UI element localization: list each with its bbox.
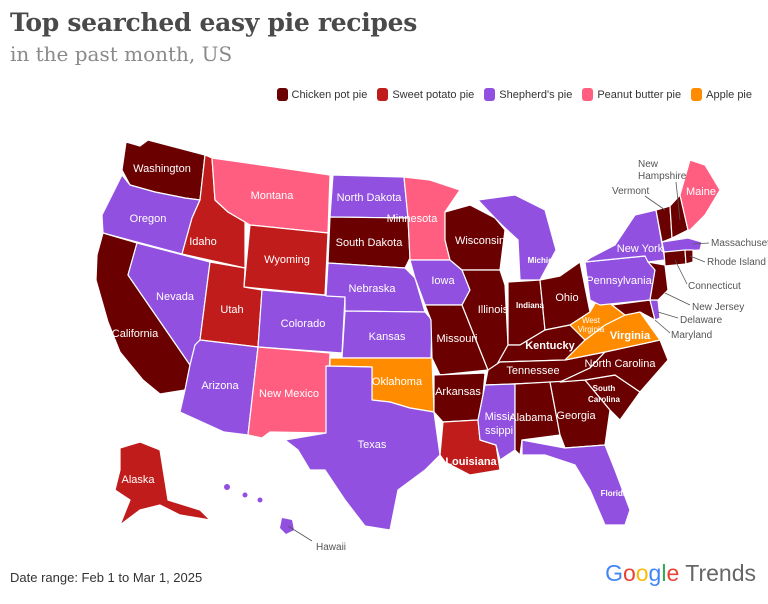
- legend-label: Chicken pot pie: [291, 88, 368, 101]
- label-connecticut: Connecticut: [688, 281, 741, 292]
- label-south-carolina-2: Carolina: [588, 395, 621, 404]
- label-ohio: Ohio: [555, 292, 578, 304]
- label-illinois: Illinois: [478, 304, 509, 316]
- label-oklahoma: Oklahoma: [372, 376, 423, 388]
- label-colorado: Colorado: [281, 318, 326, 330]
- label-new-jersey: New Jersey: [692, 302, 744, 313]
- label-mississippi: Missi-: [485, 411, 514, 423]
- date-range: Date range: Feb 1 to Mar 1, 2025: [10, 570, 203, 585]
- label-utah: Utah: [220, 304, 243, 316]
- google-wordmark: Google: [605, 560, 680, 586]
- label-new-york: New York: [617, 243, 664, 255]
- legend-swatch: [377, 88, 389, 101]
- state-connecticut[interactable]: [663, 249, 687, 267]
- state-rhode-island[interactable]: [684, 249, 694, 265]
- label-minnesota: Minnesota: [387, 213, 439, 225]
- legend-label: Apple pie: [706, 88, 752, 101]
- legend: Chicken pot pie Sweet potato pie Shepher…: [276, 88, 752, 101]
- label-nevada: Nevada: [156, 291, 195, 303]
- label-wyoming: Wyoming: [264, 254, 310, 266]
- legend-swatch: [582, 88, 594, 101]
- label-virginia: Virginia: [610, 330, 651, 342]
- label-new-hampshire: New: [638, 159, 659, 170]
- state-michigan[interactable]: [477, 194, 557, 281]
- label-maryland: Maryland: [671, 330, 712, 341]
- label-south-dakota: South Dakota: [336, 237, 404, 249]
- label-louisiana: Louisiana: [445, 456, 497, 468]
- state-florida[interactable]: [521, 439, 631, 526]
- label-vermont: Vermont: [612, 186, 649, 197]
- label-texas: Texas: [358, 439, 387, 451]
- state-texas[interactable]: [284, 365, 441, 531]
- label-alabama: Alabama: [509, 412, 553, 424]
- label-maine: Maine: [686, 186, 716, 198]
- label-montana: Montana: [251, 190, 295, 202]
- label-pennsylvania: Pennsylvania: [586, 275, 652, 287]
- label-arkansas: Arkansas: [435, 386, 481, 398]
- label-washington: Washington: [133, 163, 191, 175]
- state-south-dakota[interactable]: [327, 216, 411, 269]
- legend-item-chicken-pot-pie: Chicken pot pie: [276, 88, 368, 101]
- label-california: California: [112, 328, 159, 340]
- legend-item-apple-pie: Apple pie: [691, 88, 752, 101]
- google-trends-logo: Google Trends: [605, 560, 756, 587]
- legend-label: Sweet potato pie: [392, 88, 475, 101]
- label-west-virginia-2: Virginia: [578, 325, 605, 334]
- label-rhode-island: Rhode Island: [707, 257, 766, 268]
- state-alaska[interactable]: [114, 441, 211, 526]
- state-north-carolina[interactable]: [559, 339, 669, 393]
- label-missouri: Missouri: [437, 333, 478, 345]
- legend-swatch: [276, 88, 288, 101]
- legend-swatch: [691, 88, 703, 101]
- label-michigan: Michigan: [528, 256, 563, 265]
- label-south-carolina: South: [593, 384, 616, 393]
- label-indiana: Indiana: [516, 301, 545, 310]
- label-delaware: Delaware: [680, 315, 723, 326]
- chart-subtitle: in the past month, US: [10, 42, 233, 66]
- legend-label: Shepherd's pie: [499, 88, 573, 101]
- legend-swatch: [484, 88, 496, 101]
- state-hawaii[interactable]: [224, 484, 294, 534]
- label-west-virginia: West: [582, 316, 601, 325]
- label-wisconsin: Wisconsin: [455, 235, 505, 247]
- label-kentucky: Kentucky: [525, 340, 575, 352]
- label-north-carolina: North Carolina: [585, 358, 657, 370]
- label-nebraska: Nebraska: [348, 283, 396, 295]
- state-maine[interactable]: [679, 159, 721, 231]
- legend-item-peanut-butter-pie: Peanut butter pie: [582, 88, 681, 101]
- state-new-mexico[interactable]: [247, 346, 331, 439]
- label-hawaii: Hawaii: [316, 542, 346, 553]
- chart-title: Top searched easy pie recipes: [10, 8, 417, 37]
- trends-wordmark: Trends: [685, 560, 756, 586]
- legend-item-shepherds-pie: Shepherd's pie: [484, 88, 572, 101]
- label-mississippi-2: ssippi: [485, 425, 513, 437]
- legend-item-sweet-potato-pie: Sweet potato pie: [377, 88, 474, 101]
- label-georgia: Georgia: [556, 410, 596, 422]
- label-iowa: Iowa: [431, 275, 455, 287]
- label-new-mexico: New Mexico: [259, 388, 319, 400]
- label-arizona: Arizona: [201, 380, 239, 392]
- state-massachusetts[interactable]: [661, 237, 703, 253]
- label-new-hampshire-2: Hampshire: [638, 171, 687, 182]
- state-montana[interactable]: [211, 157, 331, 234]
- label-florida: Florida: [601, 489, 628, 498]
- label-oregon: Oregon: [130, 213, 167, 225]
- label-north-dakota: North Dakota: [337, 192, 403, 204]
- legend-label: Peanut butter pie: [597, 88, 682, 101]
- label-alaska: Alaska: [121, 474, 155, 486]
- label-idaho: Idaho: [189, 236, 217, 248]
- label-massachusetts: Massachusetts: [711, 238, 768, 249]
- label-kansas: Kansas: [369, 331, 406, 343]
- label-tennessee: Tennessee: [506, 365, 559, 377]
